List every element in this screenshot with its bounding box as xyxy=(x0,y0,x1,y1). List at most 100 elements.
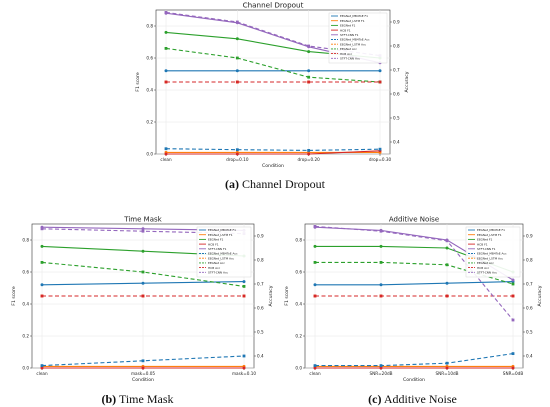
y2-tick-label: 0.8 xyxy=(257,258,264,263)
y2-tick-label: 0.9 xyxy=(526,234,533,239)
legend-label: EEGNet_MB4ToE F1 xyxy=(477,228,505,232)
legend-label: EEGNet_LSTM F1 xyxy=(208,233,233,237)
data-point-square xyxy=(307,44,311,48)
x-tick-label: drop=0.20 xyxy=(297,157,320,162)
data-point xyxy=(141,366,145,370)
series-line xyxy=(165,148,381,151)
x-tick-label: clean xyxy=(160,157,172,162)
legend-label: HCB Acc xyxy=(477,266,490,270)
data-point xyxy=(379,244,383,248)
data-point-square xyxy=(40,294,44,298)
data-point-square xyxy=(307,149,311,152)
data-point-square xyxy=(445,239,449,243)
legend-label: STFT-CNN F1 xyxy=(208,247,227,251)
legend-box xyxy=(328,12,388,64)
data-point xyxy=(313,283,317,287)
series-line xyxy=(166,150,381,155)
data-point xyxy=(379,283,383,287)
y2-axis-label: Accuracy xyxy=(537,285,543,306)
data-point xyxy=(40,283,44,287)
series-line xyxy=(314,225,514,321)
caption-b-text: Time Mask xyxy=(118,392,174,406)
data-point-square xyxy=(378,147,382,151)
series-line xyxy=(165,47,381,83)
legend-label: HCB Acc xyxy=(208,266,221,270)
y-tick-label: 0.6 xyxy=(295,270,302,275)
y-tick-label: 0.2 xyxy=(295,334,302,339)
legend-box xyxy=(465,226,521,278)
data-point-square xyxy=(379,229,383,233)
legend-label: STFT-CNN F1 xyxy=(340,33,359,37)
y-axis-label: F1 score xyxy=(135,72,141,92)
data-point xyxy=(164,152,168,156)
x-tick-label: mask=0.05 xyxy=(131,371,155,376)
x-tick-label: clean xyxy=(309,371,321,376)
y-tick-label: 0.4 xyxy=(295,302,302,307)
x-axis-label: Condition xyxy=(132,377,154,383)
data-point xyxy=(445,366,449,370)
chart-panel-1: 0.0 0.2 0.4 0.6 0.8 0.4 0.5 0.6 0.7 0.8 0.9 clean ma… xyxy=(11,216,274,384)
data-point xyxy=(235,37,239,41)
chart-title: Additive Noise xyxy=(389,216,439,224)
data-point-square xyxy=(242,294,246,298)
legend-label: EEGNet_LSTM Acc xyxy=(208,256,235,260)
data-point xyxy=(307,152,311,156)
data-point-square xyxy=(141,229,145,233)
y2-tick-label: 0.7 xyxy=(393,68,400,73)
data-point-square xyxy=(378,80,382,84)
caption-a-text: Channel Dropout xyxy=(242,177,325,191)
data-point xyxy=(445,281,449,285)
legend-label: EEGNet Acc xyxy=(477,261,494,265)
legend-label: EEGNet_LSTM F1 xyxy=(340,19,365,23)
data-point-square xyxy=(40,364,44,367)
caption-a-letter: (a) xyxy=(225,177,239,191)
y2-tick-label: 0.7 xyxy=(526,282,533,287)
data-point-square xyxy=(511,282,515,286)
legend-label: STFT-CNN Acc xyxy=(340,57,361,61)
y-tick-label: 0.0 xyxy=(146,152,153,157)
legend-label: EEGNet_MB4ToE Acc xyxy=(477,252,507,256)
data-point xyxy=(378,69,382,73)
data-point xyxy=(235,69,239,73)
y-tick-label: 0.0 xyxy=(295,366,302,371)
x-tick-label: drop=0.30 xyxy=(369,157,392,162)
data-point-square xyxy=(313,364,317,367)
legend-label: EEGNet_LSTM Acc xyxy=(340,42,367,46)
data-point-square xyxy=(242,285,246,288)
y2-tick-label: 0.4 xyxy=(257,354,264,359)
y2-axis-label: Accuracy xyxy=(268,285,274,306)
caption-b-letter: (b) xyxy=(101,392,117,406)
data-point-square xyxy=(313,294,317,298)
legend-label: EEGNet Acc xyxy=(208,261,225,265)
data-point-square xyxy=(141,294,145,298)
legend-label: EEGNet_MB4ToE Acc xyxy=(340,38,370,42)
y-axis-label: F1 score xyxy=(284,286,290,306)
x-tick-label: drop=0.10 xyxy=(226,157,249,162)
data-point-square xyxy=(307,75,311,79)
y-tick-label: 0.8 xyxy=(295,238,302,243)
data-point xyxy=(164,30,168,34)
y2-tick-label: 0.8 xyxy=(526,258,533,263)
data-point-square xyxy=(445,263,449,267)
y2-tick-label: 0.6 xyxy=(257,306,264,311)
y-tick-label: 0.8 xyxy=(146,24,153,29)
chart-title: Time Mask xyxy=(123,216,162,224)
data-point-square xyxy=(164,11,168,14)
legend-label: EEGNet_LSTM F1 xyxy=(477,233,502,237)
data-point-square xyxy=(313,225,317,228)
data-point-square xyxy=(235,56,239,60)
y2-tick-label: 0.5 xyxy=(526,330,533,335)
data-point xyxy=(141,227,145,231)
data-point-square xyxy=(511,352,515,355)
y-tick-label: 0.8 xyxy=(22,238,29,243)
data-point xyxy=(235,152,239,156)
data-point xyxy=(307,50,311,54)
data-point-square xyxy=(235,148,239,152)
data-point-square xyxy=(379,294,383,298)
chart-panel-0: 0.0 0.2 0.4 0.6 0.8 0.4 0.5 0.6 0.7 0.8 0.9 clean dr… xyxy=(135,1,410,170)
legend-label: EEGNet_MB4ToE F1 xyxy=(208,228,236,232)
data-point-square xyxy=(164,147,168,151)
legend-label: EEGNet_MB4ToE F1 xyxy=(340,14,368,18)
